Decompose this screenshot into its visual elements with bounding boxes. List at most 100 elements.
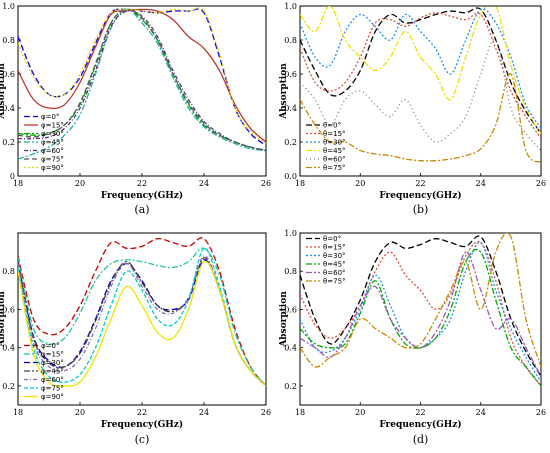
x-axis-label: Frequency(GHz): [101, 190, 183, 201]
x-axis-label: Frequency(GHz): [379, 419, 461, 430]
legend-entry: θ=60°: [323, 269, 346, 277]
series-line-6: [300, 233, 541, 368]
legend-entry: φ=90°: [41, 164, 64, 172]
series-line-3: [18, 8, 266, 152]
series-line-5: [300, 251, 541, 377]
y-axis-label: Absorption: [279, 63, 289, 120]
legend-entry: φ=60°: [41, 376, 64, 384]
x-tick-label: 20: [355, 179, 365, 188]
legend-entry: φ=90°: [41, 393, 64, 401]
y-tick-label: 0.8: [284, 267, 297, 276]
x-tick-label: 20: [75, 179, 85, 188]
series-line-2: [300, 12, 541, 139]
series-line-1: [300, 7, 541, 134]
y-tick-label: 0.2: [284, 138, 297, 147]
legend-entry: φ=45°: [41, 368, 64, 376]
y-tick-label: 0.2: [2, 382, 15, 391]
series-line-1: [18, 237, 266, 387]
series-line-6: [300, 73, 541, 163]
x-tick-label: 26: [261, 179, 271, 188]
x-axis-label: Frequency(GHz): [379, 190, 461, 201]
x-tick-label: 24: [199, 179, 209, 188]
y-axis-label: Absorption: [0, 63, 7, 120]
series-line-3: [300, 8, 541, 129]
legend-entry: θ=15°: [323, 130, 346, 138]
legend-entry: φ=15°: [41, 351, 64, 359]
panel-caption: (a): [134, 203, 149, 216]
legend-entry: θ=30°: [323, 139, 346, 147]
legend: φ=0°φ=15°φ=30°φ=45°φ=60°φ=75°φ=90°: [24, 113, 64, 172]
series-line-1: [300, 235, 541, 377]
x-tick-label: 22: [415, 179, 425, 188]
y-axis-label: Absorption: [279, 291, 289, 348]
x-tick-label: 18: [13, 408, 23, 417]
y-tick-label: 0.8: [2, 267, 15, 276]
series-line-7: [18, 260, 266, 387]
y-tick-label: 0.8: [284, 36, 297, 45]
series-line-4: [300, 248, 541, 387]
legend-entry: θ=30°: [323, 252, 346, 260]
legend-entry: θ=15°: [323, 244, 346, 252]
legend-entry: φ=30°: [41, 359, 64, 367]
x-tick-label: 26: [536, 408, 546, 417]
chart-panel-1: 18 20 22 24 26 0 0.2 0.4 0.6 0.8 1.0 Frequency(GHz)…: [0, 2, 271, 216]
legend: φ=0°φ=15°φ=30°φ=45°φ=60°φ=75°φ=90°: [24, 342, 64, 401]
legend-entry: φ=45°: [41, 139, 64, 147]
y-tick-label: 0.6: [284, 305, 297, 314]
x-tick-label: 22: [415, 408, 425, 417]
series-line-2: [18, 247, 266, 387]
panel-caption: (c): [135, 433, 150, 446]
series-line-4: [18, 8, 266, 160]
chart-panel-4: 18 20 22 24 26 0.2 0.4 0.6 0.8 1.0 Frequency(GHz) A…: [279, 229, 546, 446]
y-tick-label: 0: [10, 172, 15, 181]
x-tick-label: 18: [13, 179, 23, 188]
x-axis-label: Frequency(GHz): [101, 419, 183, 430]
y-tick-label: 0.4: [284, 104, 297, 113]
y-tick-label: 0.4: [284, 344, 297, 353]
y-axis-label: Absorption: [0, 291, 7, 348]
x-tick-label: 18: [295, 179, 305, 188]
legend-entry: φ=0°: [41, 342, 59, 350]
y-tick-label: 1.0: [2, 2, 15, 11]
x-tick-label: 22: [137, 408, 147, 417]
y-tick-label: 0.2: [2, 138, 15, 147]
series-line-7: [18, 7, 266, 145]
legend-entry: θ=0°: [323, 235, 341, 243]
series-line-5: [18, 9, 266, 152]
x-tick-label: 20: [355, 408, 365, 417]
legend-entry: φ=75°: [41, 385, 64, 393]
panel-caption: (d): [413, 433, 429, 446]
x-tick-label: 26: [536, 179, 546, 188]
x-tick-label: 26: [261, 408, 271, 417]
legend-entry: φ=60°: [41, 147, 64, 155]
series-line-2: [18, 8, 266, 143]
x-tick-label: 18: [295, 408, 305, 417]
chart-panel-3: 18 20 22 24 26 0.2 0.4 0.6 0.8 Frequency(GHz) Abso…: [0, 232, 271, 446]
legend-entry: φ=15°: [41, 122, 64, 130]
y-tick-label: 0.8: [2, 36, 15, 45]
x-tick-label: 24: [476, 408, 486, 417]
x-tick-label: 24: [476, 179, 486, 188]
legend-entry: θ=45°: [323, 147, 346, 155]
legend-entry: φ=30°: [41, 130, 64, 138]
chart-panel-2: 18 20 22 24 26 0.0 0.2 0.4 0.6 0.8 1.0 Frequency(GH…: [279, 2, 546, 216]
panel-caption: (b): [413, 203, 429, 216]
y-tick-label: 0.4: [2, 104, 15, 113]
series-line-6: [18, 8, 266, 152]
legend-entry: θ=75°: [323, 164, 346, 172]
x-tick-label: 20: [75, 408, 85, 417]
legend-entry: φ=0°: [41, 113, 59, 121]
y-tick-label: 1.0: [284, 229, 297, 238]
legend-entry: θ=75°: [323, 278, 346, 286]
y-tick-label: 0.6: [2, 70, 15, 79]
y-tick-label: 1.0: [284, 2, 297, 11]
legend: θ=0°θ=15°θ=30°θ=45°θ=60°θ=75°: [306, 235, 346, 286]
y-tick-label: 0.4: [2, 344, 15, 353]
legend-entry: φ=75°: [41, 156, 64, 164]
x-tick-label: 24: [199, 408, 209, 417]
series-line-6: [18, 247, 266, 387]
x-tick-label: 22: [137, 179, 147, 188]
legend-entry: θ=60°: [323, 156, 346, 164]
y-tick-label: 0.6: [284, 70, 297, 79]
